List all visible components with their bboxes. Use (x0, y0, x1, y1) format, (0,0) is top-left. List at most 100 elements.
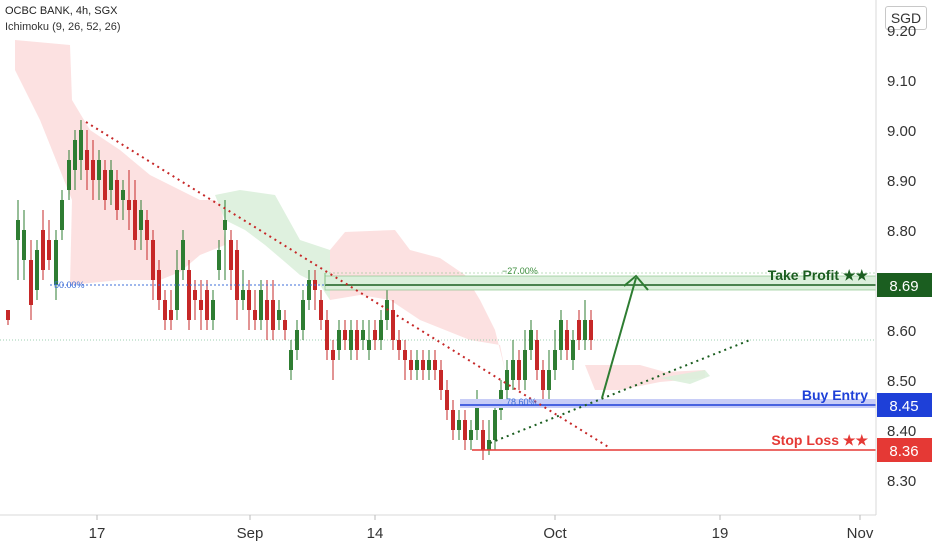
candle (337, 320, 341, 360)
time-tick: Nov (847, 525, 874, 542)
candle (523, 330, 527, 390)
fib-50-label: 50.00% (54, 280, 85, 290)
price-tick: 8.90 (887, 173, 916, 190)
candle (445, 380, 449, 420)
currency-button[interactable]: SGD (885, 6, 927, 30)
candle (283, 310, 287, 340)
candle (133, 180, 137, 250)
fib-27-label: −27.00% (502, 266, 538, 276)
candle (373, 320, 377, 350)
trade-labels: Take Profit ★★ 8.69 Buy Entry 8.45 Stop Loss… (768, 267, 932, 462)
candle (379, 310, 383, 350)
candle (559, 310, 563, 360)
candle (241, 270, 245, 310)
candle (547, 350, 551, 400)
price-axis: 9.20 9.10 9.00 8.90 8.80 8.60 8.50 8.40 8.30 (887, 23, 916, 490)
price-tick: 8.60 (887, 323, 916, 340)
candle (289, 340, 293, 380)
candle (265, 280, 269, 340)
candle (79, 120, 83, 180)
candle (115, 170, 119, 220)
candle (529, 320, 533, 360)
take-profit-badge (877, 273, 932, 297)
candle (217, 240, 221, 280)
time-axis: 17 Sep 14 Oct 19 Nov (89, 515, 874, 542)
candle (571, 330, 575, 370)
candle (97, 150, 101, 200)
candle (433, 350, 437, 380)
candle (91, 140, 95, 200)
candle (181, 230, 185, 280)
indicator-legend: Ichimoku (9, 26, 52, 26) (5, 21, 121, 33)
price-tick: 9.10 (887, 73, 916, 90)
candle (421, 350, 425, 380)
candle (145, 210, 149, 260)
candle (505, 360, 509, 400)
candle (355, 320, 359, 360)
candle (493, 400, 497, 450)
target-arrow-head (623, 274, 649, 291)
candle (199, 280, 203, 330)
candles (6, 120, 593, 460)
candle (169, 290, 173, 330)
candle (247, 280, 251, 330)
candle (475, 390, 479, 440)
candle (583, 300, 587, 350)
candle (367, 320, 371, 360)
candle (511, 340, 515, 390)
candle (151, 230, 155, 300)
candle (6, 310, 10, 325)
stop-loss-price: 8.36 (889, 443, 918, 460)
candle (60, 190, 64, 240)
candle (487, 420, 491, 455)
candle (391, 300, 395, 350)
candle (259, 280, 263, 330)
symbol-title: OCBC BANK, 4h, SGX (5, 5, 118, 17)
stop-loss-badge (877, 438, 932, 462)
take-profit-label: Take Profit ★★ (768, 267, 869, 283)
candle (349, 320, 353, 360)
candle (16, 200, 20, 280)
candle (589, 310, 593, 350)
buy-entry-zone (460, 399, 876, 408)
candle (403, 340, 407, 380)
candle (517, 350, 521, 390)
price-tick: 8.50 (887, 373, 916, 390)
candle (223, 200, 227, 280)
cloud-bull-1 (215, 190, 330, 300)
candle (295, 320, 299, 360)
time-tick: 19 (712, 525, 729, 542)
candle (235, 240, 239, 320)
candle (187, 260, 191, 330)
candle (193, 280, 197, 320)
stop-loss-label: Stop Loss ★★ (771, 432, 868, 448)
candle (361, 320, 365, 350)
candle (205, 280, 209, 330)
candle (29, 240, 33, 320)
buy-entry-badge (877, 393, 932, 417)
candle (163, 290, 167, 330)
downtrend-line (85, 121, 611, 449)
candle (85, 130, 89, 190)
candle (469, 420, 473, 450)
fib-786-label: 78.60% (506, 397, 537, 407)
ichimoku-cloud (15, 40, 710, 390)
candle (397, 330, 401, 360)
uptrend-line (489, 339, 751, 444)
candle (127, 170, 131, 230)
candle (343, 320, 347, 350)
target-arrow (601, 277, 637, 399)
candle (109, 160, 113, 205)
candle (35, 240, 39, 300)
candle (211, 290, 215, 330)
candle (271, 280, 275, 340)
candle (577, 310, 581, 350)
candle (301, 290, 305, 340)
buy-entry-label: Buy Entry (802, 387, 868, 403)
candle (73, 130, 77, 190)
candle (47, 220, 51, 270)
time-tick: Sep (237, 525, 264, 542)
candle (427, 350, 431, 380)
price-tick: 8.40 (887, 423, 916, 440)
